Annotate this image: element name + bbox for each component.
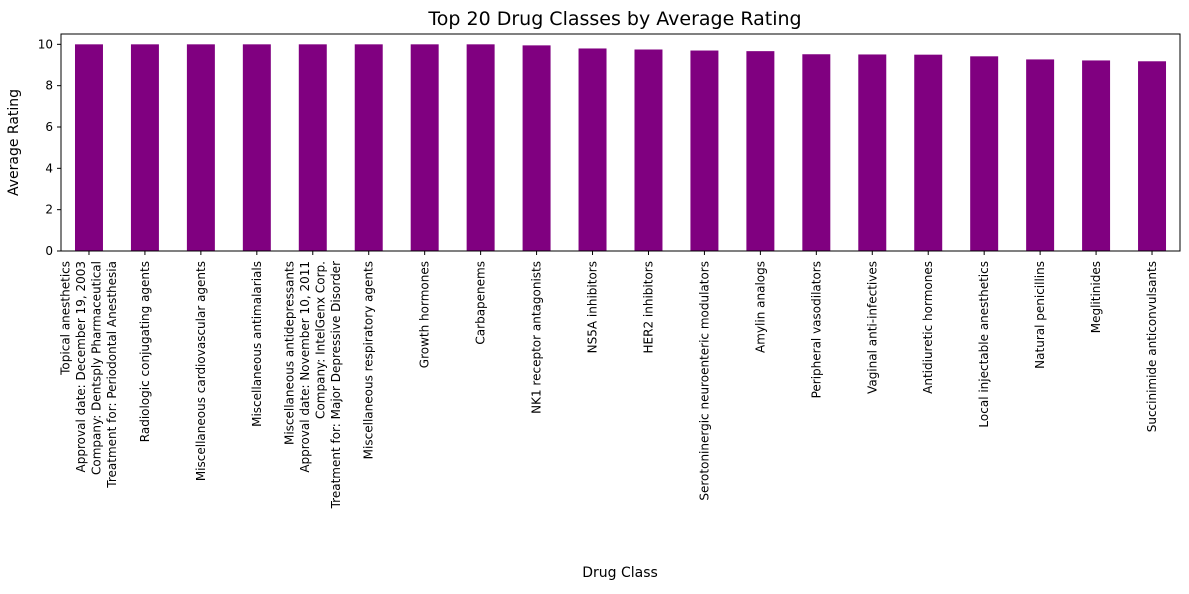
y-tick-label: 0: [45, 244, 53, 258]
bar: [466, 44, 495, 251]
x-tick-label: Amylin analogs: [753, 261, 767, 353]
x-tick-label: Peripheral vasodilators: [809, 261, 823, 398]
y-tick-label: 4: [45, 161, 53, 175]
x-axis: Topical anesthetics Approval date: Decemb…: [59, 251, 1159, 509]
x-tick-label: Vaginal anti-infectives: [865, 261, 879, 394]
x-tick-label: Natural penicillins: [1033, 261, 1047, 369]
bar: [298, 44, 327, 251]
x-tick-label: Miscellaneous antidepressants Approval da…: [283, 261, 344, 509]
y-tick-label: 8: [45, 79, 53, 93]
bar: [578, 48, 607, 251]
x-tick-label: Miscellaneous respiratory agents: [362, 261, 376, 459]
y-tick-label: 10: [38, 37, 53, 51]
bar: [1138, 61, 1167, 251]
bar: [186, 44, 215, 251]
bar: [354, 44, 383, 251]
bar: [970, 56, 999, 251]
bar: [802, 54, 831, 251]
y-axis-title: Average Rating: [6, 89, 22, 196]
bars-group: [74, 44, 1167, 252]
bar: [410, 44, 439, 251]
x-tick-label: Miscellaneous antimalarials: [250, 261, 264, 427]
bar: [1026, 59, 1055, 251]
x-tick-label: Succinimide anticonvulsants: [1145, 261, 1159, 432]
bar: [690, 50, 719, 251]
x-tick-label: NS5A inhibitors: [586, 261, 600, 353]
bar: [858, 54, 887, 252]
chart-title: Top 20 Drug Classes by Average Rating: [427, 8, 801, 30]
x-tick-label: Local injectable anesthetics: [977, 261, 991, 428]
x-axis-title: Drug Class: [582, 565, 658, 581]
x-tick-label: NK1 receptor antagonists: [530, 261, 544, 414]
y-tick-label: 2: [45, 203, 53, 217]
x-tick-label: Miscellaneous cardiovascular agents: [194, 261, 208, 481]
x-tick-label: Meglitinides: [1089, 261, 1103, 333]
x-tick-label: Antidiuretic hormones: [921, 261, 935, 394]
bar: [74, 44, 103, 251]
bar: [914, 54, 943, 251]
bar: [522, 45, 551, 252]
bar: [130, 44, 159, 251]
plot-frame: [60, 33, 1181, 252]
y-tick-label: 6: [45, 120, 53, 134]
bar: [242, 44, 271, 251]
y-axis: 0 2 4 6 8 10: [38, 37, 61, 258]
bar: [1082, 60, 1111, 252]
x-tick-label: Radiologic conjugating agents: [138, 261, 152, 442]
x-tick-label: Carbapenems: [474, 261, 488, 345]
bar: [746, 51, 775, 252]
x-tick-label: HER2 inhibitors: [641, 261, 655, 353]
x-tick-label: Serotoninergic neuroenteric modulators: [697, 261, 711, 501]
x-tick-label: Topical anesthetics Approval date: Decemb…: [59, 261, 120, 489]
x-tick-label: Growth hormones: [418, 261, 432, 368]
bar: [634, 49, 663, 251]
